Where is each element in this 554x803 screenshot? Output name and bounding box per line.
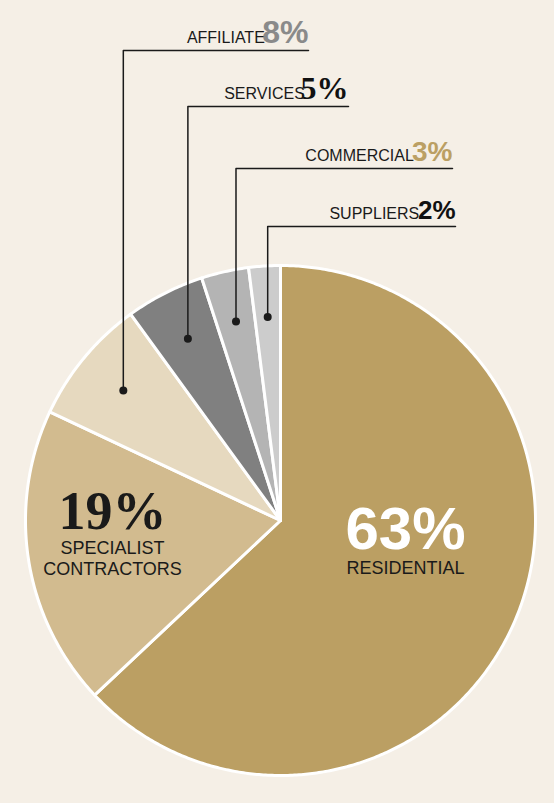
svg-text:2%: 2% — [418, 195, 456, 225]
svg-text:8%: 8% — [262, 14, 308, 50]
svg-text:COMMERCIAL: COMMERCIAL — [305, 147, 414, 164]
svg-text:SPECIALISTCONTRACTORS: SPECIALISTCONTRACTORS — [43, 538, 182, 580]
svg-text:5%: 5% — [301, 70, 349, 106]
svg-text:RESIDENTIAL: RESIDENTIAL — [346, 558, 464, 578]
svg-text:SUPPLIERS: SUPPLIERS — [329, 205, 419, 222]
svg-text:19%: 19% — [59, 481, 167, 541]
svg-text:63%: 63% — [345, 495, 465, 562]
svg-text:AFFILIATE: AFFILIATE — [187, 29, 265, 46]
svg-text:SERVICES: SERVICES — [224, 85, 305, 102]
svg-text:3%: 3% — [412, 136, 453, 167]
